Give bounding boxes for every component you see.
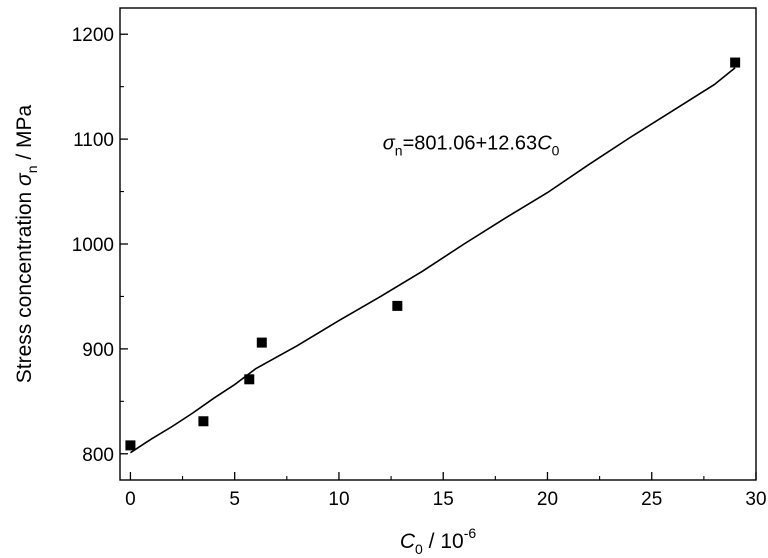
ylabel-text: Stress concentration bbox=[13, 186, 36, 383]
x-axis: 0 5 10 15 20 25 30 bbox=[125, 472, 767, 510]
xlabel-superscript: -6 bbox=[464, 525, 477, 541]
plot-frame bbox=[119, 7, 757, 481]
data-points bbox=[125, 57, 741, 451]
y-tick-label: 1100 bbox=[73, 130, 114, 151]
annot-sigma: σ bbox=[383, 133, 396, 155]
xlabel-subscript: 0 bbox=[415, 541, 423, 557]
x-tick-label: 25 bbox=[641, 489, 662, 510]
data-point bbox=[125, 440, 136, 451]
fit-line bbox=[129, 67, 736, 454]
y-tick-label: 800 bbox=[82, 445, 114, 466]
ylabel-rest: / MPa bbox=[13, 104, 36, 165]
annot-var: C bbox=[537, 133, 552, 155]
ylabel-symbol: σ bbox=[13, 172, 36, 186]
annot-var-sub: 0 bbox=[552, 143, 560, 159]
data-point bbox=[392, 300, 403, 311]
y-axis-title: Stress concentration σn / MPa bbox=[13, 104, 40, 383]
x-tick-label: 20 bbox=[537, 489, 558, 510]
x-tick-label: 0 bbox=[125, 489, 136, 510]
x-tick-label: 5 bbox=[229, 489, 240, 510]
y-tick-label: 1000 bbox=[72, 235, 114, 256]
xlabel-symbol: C bbox=[400, 530, 416, 553]
data-point bbox=[198, 416, 209, 427]
x-tick-label: 30 bbox=[745, 489, 766, 510]
y-axis: 800 900 1000 1100 1200 bbox=[72, 25, 128, 466]
annot-sigma-sub: n bbox=[395, 143, 403, 159]
xlabel-rest: / 10 bbox=[423, 530, 464, 553]
y-tick-label: 1200 bbox=[72, 25, 114, 46]
data-point bbox=[256, 337, 267, 348]
data-point bbox=[244, 374, 255, 385]
x-axis-title: C0 / 10-6 bbox=[400, 525, 477, 557]
data-point bbox=[730, 57, 741, 68]
y-tick-label: 900 bbox=[82, 340, 114, 361]
ylabel-subscript: n bbox=[24, 165, 40, 173]
x-tick-label: 10 bbox=[328, 489, 349, 510]
fit-line-group bbox=[129, 67, 736, 454]
x-tick-label: 15 bbox=[433, 489, 454, 510]
annot-equation-body: =801.06+12.63 bbox=[403, 133, 538, 155]
annotation-equation: σn=801.06+12.63C0 bbox=[383, 133, 560, 159]
